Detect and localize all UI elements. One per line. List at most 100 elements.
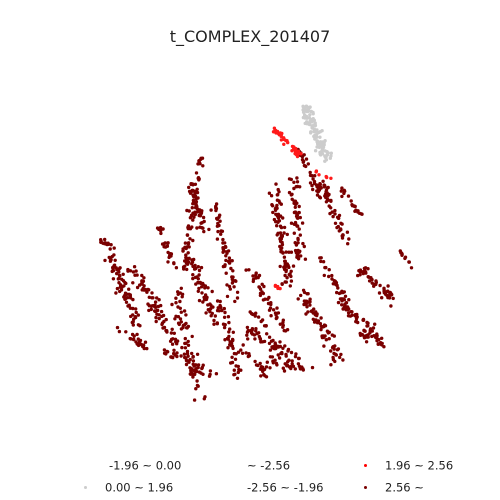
map-point bbox=[268, 355, 273, 359]
map-point bbox=[298, 233, 302, 237]
map-point bbox=[191, 375, 195, 379]
map-point bbox=[232, 351, 237, 356]
map-point bbox=[289, 350, 294, 355]
map-point bbox=[126, 304, 130, 308]
map-point bbox=[375, 332, 379, 336]
map-point bbox=[333, 212, 337, 216]
map-point bbox=[327, 330, 331, 334]
map-point bbox=[184, 313, 188, 317]
map-point bbox=[192, 398, 197, 402]
map-point bbox=[114, 291, 118, 295]
map-point bbox=[267, 335, 272, 339]
map-point bbox=[264, 324, 268, 328]
map-point bbox=[267, 341, 272, 346]
map-point bbox=[281, 318, 285, 322]
map-point bbox=[319, 327, 323, 332]
map-point bbox=[135, 285, 140, 290]
map-point bbox=[340, 222, 344, 226]
map-point bbox=[322, 334, 326, 338]
map-point bbox=[225, 294, 230, 299]
map-point bbox=[131, 320, 135, 324]
map-point bbox=[191, 362, 195, 366]
map-point bbox=[315, 140, 320, 145]
legend-item-pos-low: 0.00 ~ 1.96 bbox=[84, 478, 173, 496]
map-point bbox=[339, 189, 343, 193]
map-point bbox=[224, 258, 228, 263]
map-point bbox=[185, 233, 190, 237]
map-point bbox=[341, 358, 345, 362]
map-point bbox=[299, 254, 303, 258]
map-point bbox=[133, 315, 137, 319]
map-point bbox=[367, 279, 372, 283]
map-point bbox=[116, 277, 121, 281]
map-point bbox=[279, 138, 284, 142]
map-point bbox=[193, 367, 198, 372]
map-point bbox=[124, 293, 128, 297]
map-point bbox=[359, 212, 363, 216]
map-point bbox=[331, 214, 335, 219]
map-point bbox=[209, 208, 213, 212]
map-point bbox=[201, 226, 205, 230]
map-point bbox=[283, 273, 287, 278]
map-point bbox=[292, 145, 296, 150]
map-point bbox=[358, 273, 362, 277]
map-point bbox=[197, 159, 201, 163]
legend-label: -2.56 ~ -1.96 bbox=[247, 480, 324, 495]
map-point bbox=[156, 304, 161, 309]
points-0.00-to-1.96 bbox=[301, 104, 333, 163]
map-point bbox=[305, 292, 309, 296]
map-point bbox=[188, 366, 192, 370]
map-point bbox=[204, 297, 209, 302]
map-point bbox=[293, 367, 297, 371]
map-point bbox=[164, 317, 168, 322]
map-point bbox=[137, 341, 141, 346]
map-point bbox=[220, 229, 225, 233]
map-point bbox=[140, 279, 144, 283]
map-point bbox=[188, 227, 193, 231]
map-point bbox=[150, 291, 154, 295]
map-point bbox=[117, 329, 122, 334]
map-point bbox=[356, 320, 360, 325]
map-point bbox=[160, 242, 165, 246]
map-point bbox=[336, 300, 341, 305]
map-point bbox=[279, 134, 283, 139]
map-point bbox=[319, 259, 323, 264]
map-point bbox=[294, 148, 298, 153]
map-point bbox=[327, 204, 331, 208]
map-point bbox=[358, 333, 363, 337]
map-point bbox=[377, 291, 382, 295]
map-point bbox=[276, 231, 280, 235]
map-point bbox=[341, 290, 345, 295]
map-point bbox=[308, 181, 313, 185]
map-point bbox=[204, 311, 208, 315]
map-point bbox=[195, 204, 199, 209]
map-point bbox=[166, 260, 170, 264]
map-point bbox=[362, 336, 367, 340]
map-point bbox=[283, 344, 287, 348]
map-point bbox=[118, 289, 122, 294]
map-point bbox=[309, 130, 313, 134]
map-point bbox=[308, 173, 313, 178]
map-point bbox=[172, 348, 176, 352]
map-point bbox=[313, 121, 317, 125]
map-point bbox=[329, 151, 333, 155]
map-point bbox=[301, 110, 306, 115]
legend-marker bbox=[88, 464, 91, 467]
map-point bbox=[258, 361, 262, 366]
legend-item-neg-low: -1.96 ~ 0.00 bbox=[88, 456, 181, 474]
map-point bbox=[332, 351, 336, 356]
map-point bbox=[310, 183, 314, 188]
map-point bbox=[267, 191, 272, 195]
map-point bbox=[327, 337, 331, 341]
map-point bbox=[289, 269, 293, 273]
map-point bbox=[304, 312, 308, 316]
map-point bbox=[200, 285, 204, 289]
map-point bbox=[335, 290, 339, 295]
map-point bbox=[248, 310, 252, 314]
map-point bbox=[191, 238, 195, 243]
map-point bbox=[197, 177, 201, 181]
map-point bbox=[232, 368, 236, 372]
map-point bbox=[241, 343, 245, 347]
map-point bbox=[275, 198, 280, 202]
map-point bbox=[322, 323, 327, 327]
